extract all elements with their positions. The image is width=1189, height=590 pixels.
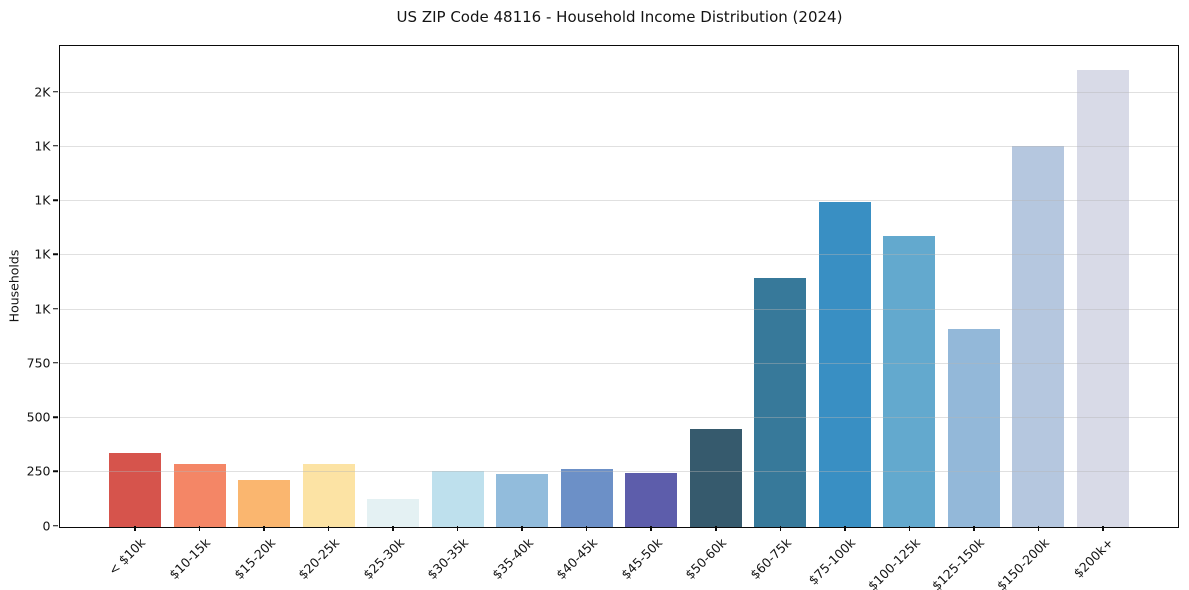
x-tick-mark <box>198 525 201 531</box>
x-tick-label: $10-15k <box>166 534 214 582</box>
bar-150-200k <box>1012 145 1065 527</box>
x-tick-label: $100-125k <box>864 534 923 590</box>
y-tick-mark <box>53 470 58 472</box>
x-tick-mark <box>908 525 911 531</box>
x-tick-mark <box>1037 525 1040 531</box>
x-tick-label: $60-75k <box>746 534 794 582</box>
bar-20-25k <box>302 463 355 527</box>
gridline <box>59 145 1178 147</box>
bar-75-100k <box>818 202 871 527</box>
x-tick-label: $150-200k <box>993 534 1053 590</box>
bar-50-60k <box>689 428 742 527</box>
y-tick-label: 750 <box>26 355 51 371</box>
y-tick-label: 1K <box>34 138 51 154</box>
bar-40-45k <box>560 469 613 527</box>
gridline <box>59 254 1178 256</box>
x-tick-label: $30-35k <box>424 534 472 582</box>
bar-15-20k <box>238 479 291 527</box>
x-tick-label: $20-25k <box>295 534 343 582</box>
bar-10k <box>109 452 161 527</box>
x-tick-mark <box>585 525 588 531</box>
x-tick-mark <box>650 525 652 531</box>
y-tick-label: 500 <box>26 409 51 425</box>
chart-title: US ZIP Code 48116 - Household Income Dis… <box>396 8 843 26</box>
y-tick-mark <box>53 307 58 310</box>
bar-100-125k <box>883 235 936 527</box>
x-tick-label: < $10k <box>105 534 149 578</box>
x-tick-mark <box>521 525 523 531</box>
x-tick-label: $125-150k <box>929 534 988 590</box>
y-tick-label: 1K <box>34 301 51 317</box>
gridline <box>59 471 1178 473</box>
bar-35-40k <box>496 474 549 527</box>
x-tick-mark <box>134 525 136 531</box>
x-tick-mark <box>973 525 975 531</box>
y-tick-label: 2K <box>34 84 51 100</box>
y-tick-mark <box>53 362 58 364</box>
x-tick-label: $200k+ <box>1070 534 1117 581</box>
bar-45-50k <box>625 473 678 527</box>
gridline <box>59 362 1178 364</box>
y-tick-label: 1K <box>34 246 51 262</box>
gridline <box>59 91 1178 93</box>
y-tick-label: 0 <box>42 518 51 533</box>
y-tick-label: 1K <box>34 192 51 208</box>
y-tick-mark <box>53 90 58 93</box>
y-axis-label: Households <box>6 249 22 323</box>
bar-30-35k <box>431 471 484 527</box>
bar-25-30k <box>367 499 420 527</box>
x-tick-mark <box>456 525 459 531</box>
x-tick-label: $15-20k <box>230 534 278 582</box>
bar-125-150k <box>947 329 1000 527</box>
gridline <box>59 200 1178 202</box>
y-tick-mark <box>53 524 58 527</box>
y-tick-label: 250 <box>26 463 51 479</box>
x-tick-label: $45-50k <box>617 534 665 582</box>
x-tick-mark <box>392 525 394 531</box>
x-tick-mark <box>779 525 782 531</box>
x-tick-label: $35-40k <box>488 534 536 582</box>
x-tick-mark <box>327 525 330 531</box>
x-tick-mark <box>263 525 265 531</box>
x-tick-label: $25-30k <box>359 534 407 582</box>
bar-10-15k <box>173 463 226 527</box>
x-tick-label: $75-100k <box>805 534 859 588</box>
bar-60-75k <box>754 278 807 527</box>
y-tick-mark <box>53 253 58 256</box>
x-tick-mark <box>1102 525 1104 531</box>
y-tick-mark <box>53 199 58 201</box>
bar-200k <box>1076 69 1129 527</box>
x-tick-label: $50-60k <box>682 534 730 582</box>
plot-area: 0 250 500 750 1K 1K 1K 1K 2K < $10k $10-15k $15-20k… <box>27 45 1179 590</box>
x-tick-label: $40-45k <box>553 534 601 582</box>
x-tick-mark <box>844 525 846 531</box>
gridline <box>59 417 1178 419</box>
y-tick-mark <box>53 416 58 418</box>
gridline <box>59 308 1178 310</box>
y-tick-mark <box>53 145 58 147</box>
x-tick-mark <box>715 525 717 531</box>
